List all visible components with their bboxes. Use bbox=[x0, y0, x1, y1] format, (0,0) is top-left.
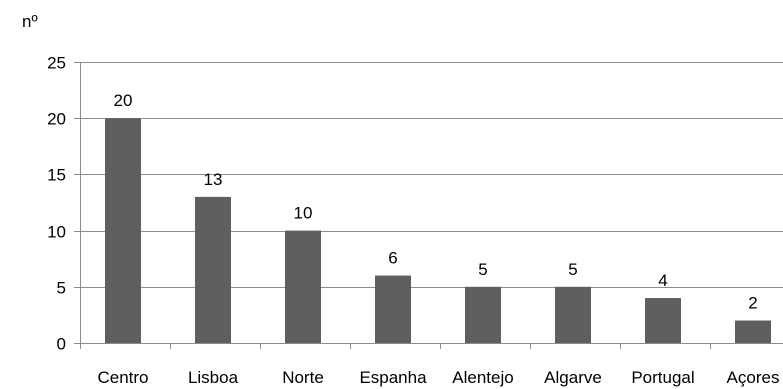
data-label: 10 bbox=[294, 204, 313, 223]
y-tick-label: 25 bbox=[47, 54, 66, 73]
data-label: 2 bbox=[748, 294, 757, 313]
y-tick-label: 10 bbox=[47, 223, 66, 242]
bar-alentejo bbox=[465, 286, 501, 343]
data-label: 4 bbox=[658, 271, 667, 290]
category-label: Norte bbox=[282, 368, 324, 387]
data-label: 5 bbox=[568, 260, 577, 279]
y-axis-unit-label: nº bbox=[22, 12, 38, 31]
y-tick-label: 0 bbox=[57, 335, 66, 354]
category-label: Algarve bbox=[544, 368, 602, 387]
y-tick-label: 5 bbox=[57, 279, 66, 298]
bar-espanha bbox=[375, 275, 411, 343]
labels: 051015202520Centro13Lisboa10Norte6Espanh… bbox=[47, 54, 779, 388]
data-label: 20 bbox=[114, 91, 133, 110]
bar-portugal bbox=[645, 298, 681, 343]
bar-norte bbox=[285, 230, 321, 343]
data-label: 6 bbox=[388, 249, 397, 268]
category-label: Espanha bbox=[359, 368, 427, 387]
bars bbox=[105, 118, 771, 343]
y-tick-label: 15 bbox=[47, 166, 66, 185]
category-label: Lisboa bbox=[188, 368, 239, 387]
category-label: Centro bbox=[97, 368, 148, 387]
axes bbox=[74, 62, 783, 349]
bar-açores bbox=[735, 320, 771, 343]
category-label: Portugal bbox=[631, 368, 694, 387]
gridlines bbox=[80, 62, 783, 288]
bar-lisboa bbox=[195, 196, 231, 343]
bar-algarve bbox=[555, 286, 591, 343]
category-label: Açores bbox=[727, 368, 780, 387]
data-label: 13 bbox=[204, 170, 223, 189]
y-tick-label: 20 bbox=[47, 110, 66, 129]
category-label: Alentejo bbox=[452, 368, 513, 387]
data-label: 5 bbox=[478, 260, 487, 279]
bar-centro bbox=[105, 118, 141, 343]
